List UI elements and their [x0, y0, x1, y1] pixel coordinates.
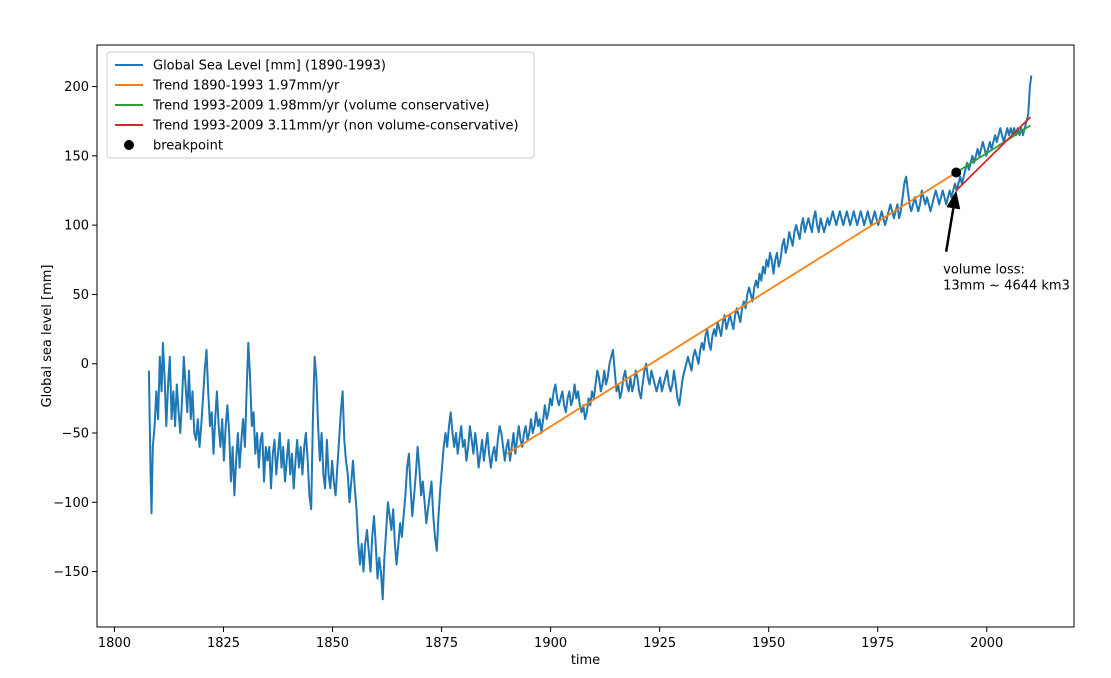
plot-frame: [96, 44, 1075, 628]
legend: Global Sea Level [mm] (1890-1993) Trend 1…: [106, 51, 535, 159]
y-tick-label: 100: [64, 219, 89, 234]
x-tick-label: 1975: [861, 636, 894, 651]
y-tick-label: 50: [72, 288, 89, 303]
x-tick-label: 1925: [643, 636, 676, 651]
legend-label: Trend 1993-2009 1.98mm/yr (volume conser…: [152, 99, 489, 114]
x-tick-label: 1950: [752, 636, 785, 651]
y-axis: −150 −100 −50 0 50 100 150 200: [53, 80, 97, 580]
y-tick-label: −150: [53, 565, 89, 580]
plot-area: [147, 75, 1033, 601]
annotations: volume loss:13mm ~ 4644 km3: [943, 190, 1070, 294]
legend-box: [106, 51, 535, 159]
annotation-arrow-head: [946, 190, 961, 210]
y-tick-label: 0: [81, 357, 89, 372]
legend-label: Trend 1993-2009 3.11mm/yr (non volume-co…: [152, 119, 519, 134]
series-line-3: [955, 116, 1032, 192]
annotation-text: volume loss:: [943, 263, 1025, 278]
legend-label: Trend 1890-1993 1.97mm/yr: [152, 79, 340, 94]
series-line-1: [506, 171, 957, 455]
y-tick-label: −50: [62, 427, 89, 442]
y-tick-label: −100: [53, 496, 89, 511]
y-axis-title: Global sea level [mm]: [40, 265, 55, 408]
y-tick-label: 200: [64, 80, 89, 95]
annotation-text: 13mm ~ 4644 km3: [943, 279, 1070, 294]
x-tick-label: 1825: [207, 636, 240, 651]
x-tick-label: 1850: [316, 636, 349, 651]
x-tick-label: 1900: [534, 636, 567, 651]
x-tick-label: 1875: [425, 636, 458, 651]
annotation-arrow-shaft: [944, 208, 955, 252]
legend-marker: [124, 140, 134, 150]
x-tick-label: 2000: [970, 636, 1003, 651]
legend-label: breakpoint: [153, 139, 223, 154]
x-axis: 1800 1825 1850 1875 1900 1925 1950 1975 2000: [98, 627, 1003, 651]
legend-label: Global Sea Level [mm] (1890-1993): [153, 59, 386, 74]
x-tick-label: 1800: [98, 636, 131, 651]
y-tick-label: 150: [64, 149, 89, 164]
series-line-2: [955, 124, 1031, 174]
x-axis-title: time: [571, 653, 600, 668]
breakpoint-marker: [951, 167, 962, 178]
